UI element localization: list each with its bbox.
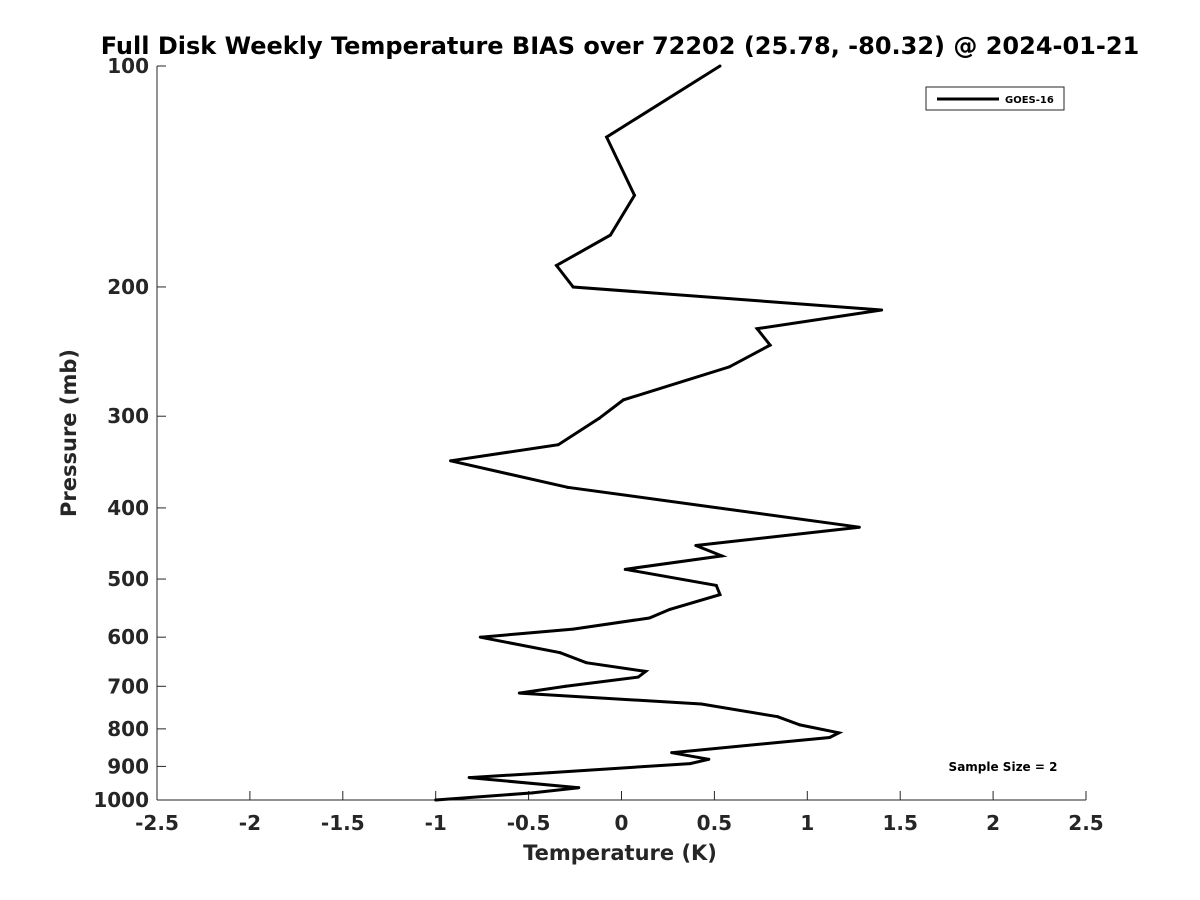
data-point <box>720 554 724 558</box>
data-point <box>707 757 711 761</box>
data-point <box>636 675 640 679</box>
y-tick-label: 700 <box>107 674 149 698</box>
data-point <box>564 684 568 688</box>
y-tick-label: 500 <box>107 567 149 591</box>
legend-label-goes-16: GOES-16 <box>1005 95 1054 106</box>
data-point <box>647 616 651 620</box>
data-point <box>828 736 832 740</box>
data-points <box>434 64 884 802</box>
data-point <box>880 308 884 312</box>
data-point <box>556 443 560 447</box>
x-tick-label: -2 <box>239 811 261 835</box>
data-point <box>857 525 861 529</box>
y-tick-label: 200 <box>107 275 149 299</box>
data-point <box>478 635 482 639</box>
sample-size-annotation: Sample Size = 2 <box>949 760 1058 774</box>
y-tick-label: 800 <box>107 717 149 741</box>
data-point <box>644 669 648 673</box>
y-tick-label: 600 <box>107 625 149 649</box>
data-point <box>688 762 692 766</box>
data-point <box>571 627 575 631</box>
y-tick-label: 900 <box>107 754 149 778</box>
data-point <box>633 193 637 197</box>
data-point <box>605 135 609 139</box>
y-tick-label: 300 <box>107 404 149 428</box>
data-point <box>768 343 772 347</box>
data-point <box>530 791 534 795</box>
x-tick-label: -1 <box>425 811 447 835</box>
data-point <box>449 459 453 463</box>
data-point <box>776 715 780 719</box>
data-point <box>621 398 625 402</box>
y-tick-label: 1000 <box>93 788 149 812</box>
x-tick-label: -2.5 <box>135 811 179 835</box>
x-tick-label: -0.5 <box>507 811 551 835</box>
data-point <box>714 583 718 587</box>
data-point <box>623 567 627 571</box>
data-point <box>608 233 612 237</box>
data-point <box>718 593 722 597</box>
data-point <box>837 731 841 735</box>
y-tick-label: 100 <box>107 54 149 78</box>
data-point <box>798 723 802 727</box>
x-tick-label: 2.5 <box>1068 811 1103 835</box>
data-point <box>577 786 581 790</box>
data-point <box>558 651 562 655</box>
x-axis-label: Temperature (K) <box>523 841 717 865</box>
x-tick-label: 0.5 <box>697 811 732 835</box>
data-point <box>718 64 722 68</box>
data-point <box>467 776 471 780</box>
data-point <box>547 771 551 775</box>
x-tick-label: 2 <box>986 811 1000 835</box>
x-tick-label: 1.5 <box>882 811 917 835</box>
data-point <box>584 661 588 665</box>
data-point <box>670 751 674 755</box>
series-line-goes-16 <box>435 64 882 802</box>
data-point <box>727 365 731 369</box>
x-axis-ticks: -2.5 -2 -1.5 -1 -0.5 0 0.5 1 1.5 2 2.5 <box>135 791 1104 835</box>
x-tick-label: -1.5 <box>321 811 365 835</box>
y-axis-label: Pressure (mb) <box>57 349 81 517</box>
chart-title: Full Disk Weekly Temperature BIAS over 7… <box>101 32 1140 60</box>
x-tick-label: 1 <box>800 811 814 835</box>
data-point <box>434 798 438 802</box>
data-point <box>566 485 570 489</box>
data-point <box>597 416 601 420</box>
data-point <box>571 285 575 289</box>
y-axis-ticks: 100 200 300 400 500 600 700 800 900 1000 <box>93 54 166 812</box>
legend: GOES-16 <box>925 86 1065 111</box>
data-point <box>554 264 558 268</box>
data-point <box>699 702 703 706</box>
data-point <box>755 327 759 331</box>
y-tick-label: 400 <box>107 496 149 520</box>
data-point <box>694 543 698 547</box>
data-point <box>668 607 672 611</box>
data-point <box>517 691 521 695</box>
x-tick-label: 0 <box>615 811 629 835</box>
